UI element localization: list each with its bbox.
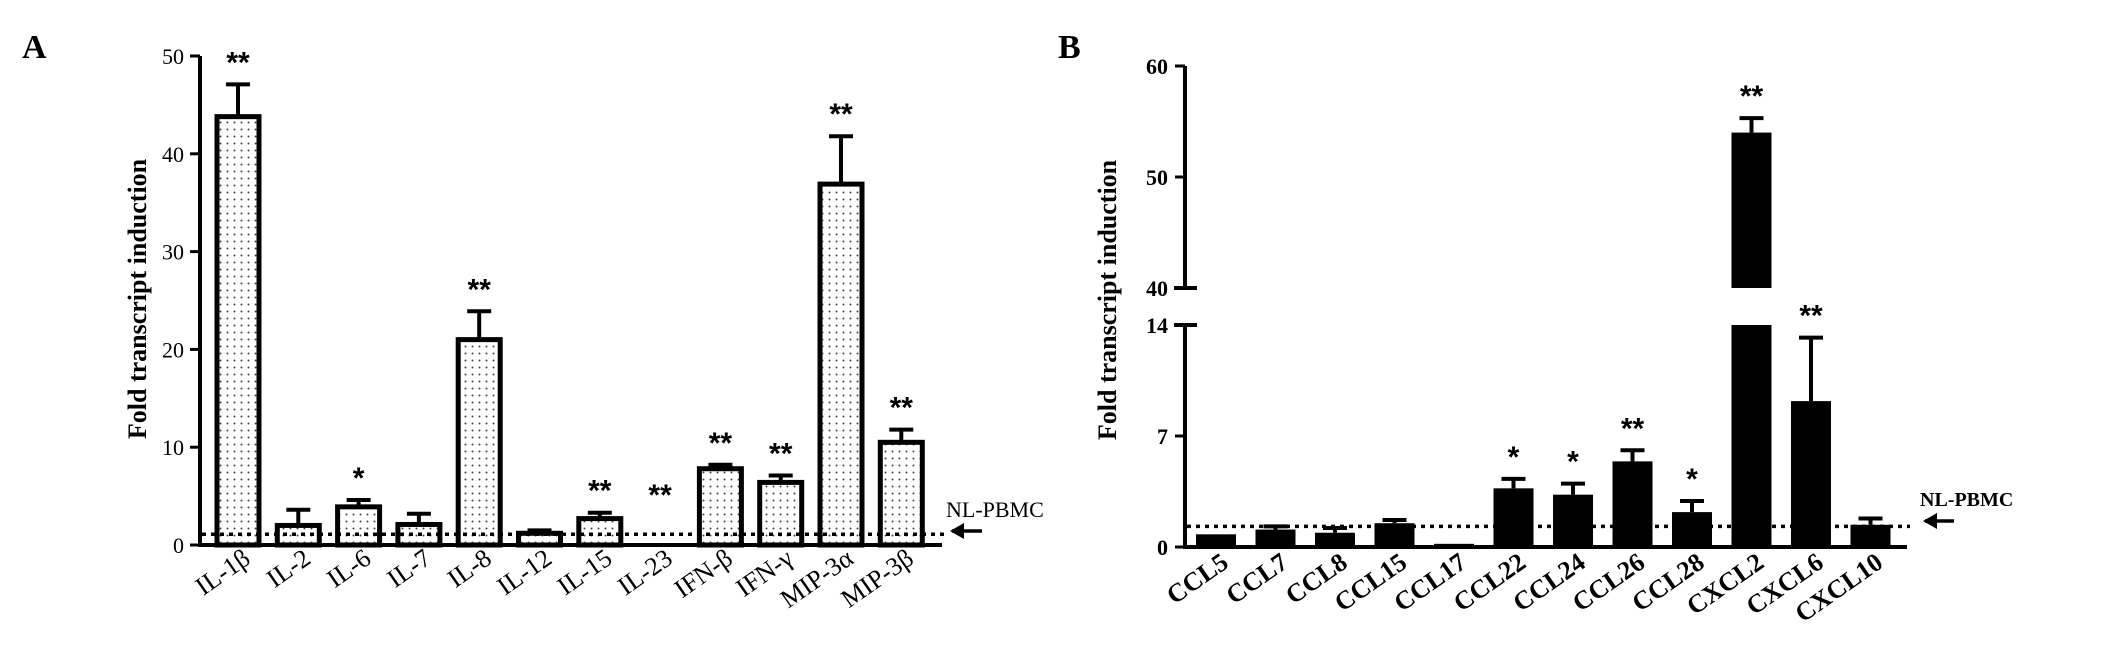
significance-mark-b: ** [1740,80,1764,113]
y-tick-label-a: 40 [162,142,184,167]
x-tick-label-a: IL-12 [492,543,557,601]
x-tick-labels-b: CCL5CCL7CCL8CCL15CCL17CCL22CCL24CCL26CCL… [1161,547,1888,628]
bar-b [1850,524,1891,547]
bar-b [1612,461,1653,547]
reference-arrow-b [1923,513,1954,529]
bar-a [214,114,262,548]
y-ticks-a: 0 10 20 30 40 50 [162,44,200,558]
x-tick-label-b: CCL7 [1221,547,1293,610]
y-axis-label-b: Fold transcript induction [1093,159,1122,440]
significance-mark-b: * [1508,441,1520,474]
bar-a [696,466,744,548]
bar-b [1255,529,1296,547]
x-tick-label-a: IL-8 [442,543,496,593]
bar-a [335,504,383,548]
bars-a: ******* **** ****** [214,46,925,548]
bar-a [455,337,503,548]
x-tick-label-a: IL-6 [322,543,376,593]
bar-b-upper [1731,132,1772,288]
y-tick-label-a: 30 [162,240,184,265]
reference-label-b: NL-PBMC [1920,489,2013,511]
reference-arrow-a [950,523,982,539]
y-tick-label-b: 14 [1146,313,1168,338]
y-tick-label-b: 40 [1146,276,1168,301]
significance-mark-a: ** [588,475,612,508]
significance-mark-b: ** [1799,300,1823,333]
bar-b-lower [1731,325,1772,547]
panel-letter-b: B [1058,29,1081,66]
y-tick-label-b: 60 [1146,54,1168,79]
y-tick-label-b: 7 [1157,424,1168,449]
x-tick-label-a: IFN-β [669,543,738,603]
bar-a [516,530,563,548]
panel-b: B Fold transcript induction 0 7 14 40 50 60 *… [1058,29,2013,628]
significance-mark-a: ** [709,427,733,460]
bar-a [817,181,865,548]
reference-label-a: NL-PBMC [946,497,1044,522]
y-tick-label-a: 20 [162,337,184,362]
panel-a: A Fold transcript induction 01020304050 … [22,29,1044,614]
significance-mark-a: ** [226,46,250,79]
significance-mark-a: ** [769,438,793,471]
significance-mark-b: * [1567,446,1579,479]
significance-mark-a: ** [829,98,853,131]
bar-b [1315,532,1355,547]
x-tick-label-a: IL-7 [382,543,436,593]
bar-a [576,516,624,548]
significance-mark-b: * [1686,463,1698,496]
x-tick-label-a: IL-1β [190,543,255,601]
panel-letter-a: A [22,29,47,66]
y-tick-label-a: 50 [162,44,184,69]
x-tick-label-a: IL-15 [552,543,617,601]
y-tick-label-b: 50 [1146,165,1168,190]
y-ticks-b: 0 7 14 40 50 60 [1146,54,1185,560]
x-tick-labels-a: IL-1β IL-2 IL-6 IL-7 IL-8IL-12IL-15IL-23IFN-… [190,543,919,614]
bar-b [1374,523,1415,547]
y-tick-label-a: 10 [162,435,184,460]
x-tick-label-b: CCL5 [1161,547,1233,610]
significance-mark-a: * [353,462,365,495]
y-tick-label-b: 0 [1157,535,1168,560]
significance-mark-a: ** [648,479,672,512]
y-tick-label-a: 0 [173,533,184,558]
bar-b [1672,512,1712,547]
bar-b [1553,494,1593,547]
bar-a [877,439,925,548]
significance-mark-a: ** [468,273,492,306]
bar-b [1434,543,1474,547]
x-tick-label-a: IL-23 [612,543,677,601]
bar-b [1791,401,1831,547]
bars-b: * ******** [1196,80,1891,547]
significance-mark-b: ** [1621,412,1645,445]
bar-b [1196,534,1236,547]
bar-b [1493,488,1534,547]
x-tick-label-a: IL-2 [261,543,315,593]
y-axis-label-a: Fold transcript induction [123,158,152,439]
significance-mark-a: ** [890,392,914,425]
